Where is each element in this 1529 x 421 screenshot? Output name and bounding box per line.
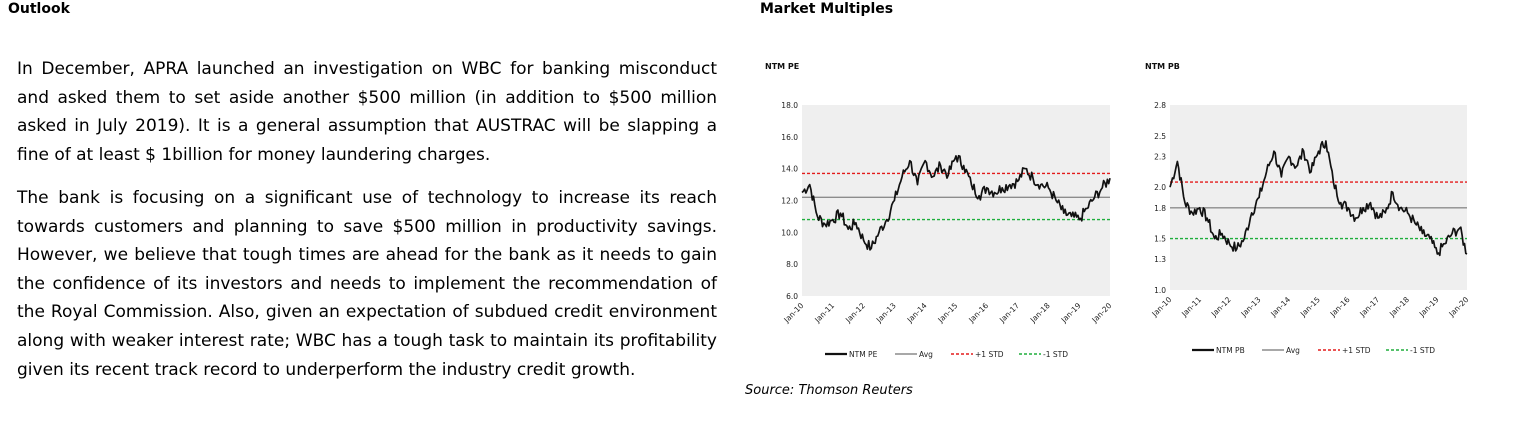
pe-x-tick-label: Jan-11 [812, 301, 836, 325]
pb-y-tick-label: 2.8 [1154, 101, 1166, 110]
pb-x-tick-label: Jan-12 [1209, 295, 1233, 319]
pe-legend-label: +1 STD [975, 350, 1004, 359]
pe-x-tick-label: Jan-10 [782, 301, 806, 325]
pe-y-tick-label: 10.0 [781, 228, 798, 237]
pb-y-tick-label: 1.5 [1154, 235, 1166, 244]
pe-x-tick-label: Jan-18 [1028, 301, 1052, 325]
source-note: Source: Thomson Reuters [745, 383, 913, 398]
pe-x-tick-label: Jan-17 [997, 301, 1021, 325]
pe-x-tick-label: Jan-19 [1059, 301, 1083, 325]
pb-y-tick-label: 1.0 [1154, 286, 1166, 295]
pe-series-line [801, 154, 1111, 251]
pe-legend-label: NTM PE [849, 350, 878, 359]
pb-y-tick-label: 2.3 [1154, 152, 1166, 161]
pb-y-tick-label: 2.5 [1154, 132, 1166, 141]
pb-series-line [1169, 140, 1468, 257]
pb-chart-title: NTM PB [1145, 62, 1180, 71]
pe-plot-area [802, 105, 1110, 296]
pb-y-tick-label: 1.3 [1154, 255, 1166, 264]
pb-plot-area [1170, 105, 1467, 290]
pb-y-tick-label: 2.0 [1154, 183, 1166, 192]
pe-x-tick-label: Jan-13 [874, 301, 898, 325]
pb-x-tick-label: Jan-11 [1179, 295, 1203, 319]
pb-x-tick-label: Jan-15 [1298, 295, 1322, 319]
pe-x-tick-label: Jan-14 [905, 301, 929, 325]
pe-chart-title: NTM PE [765, 62, 799, 71]
outlook-heading: Outlook [8, 1, 70, 17]
pe-y-tick-label: 14.0 [781, 165, 798, 174]
pe-y-tick-label: 6.0 [786, 292, 798, 301]
pe-x-tick-label: Jan-12 [843, 301, 867, 325]
pe-legend-label: -1 STD [1043, 350, 1068, 359]
pe-legend-label: Avg [919, 350, 933, 359]
market-multiples-heading: Market Multiples [760, 1, 894, 17]
pb-x-tick-label: Jan-13 [1239, 295, 1263, 319]
pb-x-tick-label: Jan-14 [1268, 295, 1292, 319]
pb-legend-label: +1 STD [1342, 346, 1371, 355]
pb-x-tick-label: Jan-10 [1150, 295, 1174, 319]
pe-x-tick-label: Jan-15 [936, 301, 960, 325]
pe-y-tick-label: 12.0 [781, 197, 798, 206]
pb-x-tick-label: Jan-16 [1328, 295, 1352, 319]
pb-y-tick-label: 1.8 [1154, 204, 1166, 213]
pb-x-tick-label: Jan-18 [1387, 295, 1411, 319]
outlook-paragraph-2: The bank is focusing on a significant us… [17, 188, 717, 380]
pe-x-tick-label: Jan-20 [1090, 301, 1114, 325]
pb-legend-label: NTM PB [1216, 346, 1245, 355]
pb-x-tick-label: Jan-19 [1417, 295, 1441, 319]
pe-y-tick-label: 18.0 [781, 101, 798, 110]
pe-y-tick-label: 8.0 [786, 260, 798, 269]
pe-y-tick-label: 16.0 [781, 133, 798, 142]
pb-legend-label: -1 STD [1410, 346, 1435, 355]
pb-x-tick-label: Jan-20 [1447, 295, 1471, 319]
outlook-paragraph-1: In December, APRA launched an investigat… [17, 59, 717, 165]
pb-legend-label: Avg [1286, 346, 1300, 355]
pe-x-tick-label: Jan-16 [966, 301, 990, 325]
pb-x-tick-label: Jan-17 [1357, 295, 1381, 319]
